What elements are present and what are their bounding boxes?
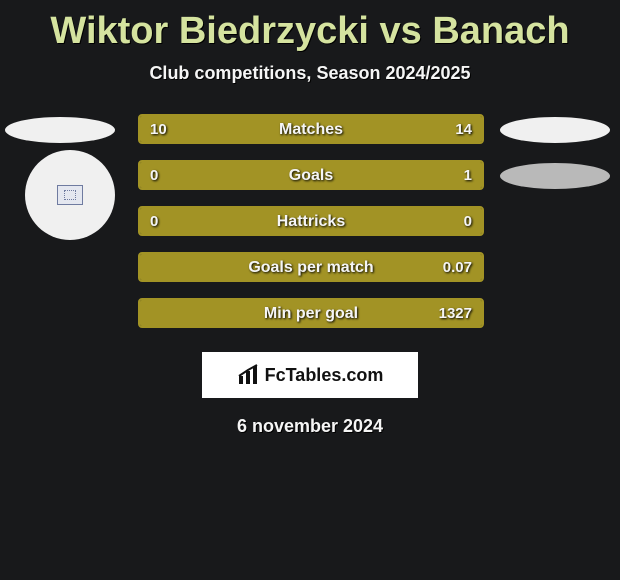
stat-row: 1014Matches [0,114,620,160]
subtitle: Club competitions, Season 2024/2025 [0,63,620,84]
stat-label: Matches [140,116,482,144]
stat-label: Min per goal [140,300,482,328]
stat-bar: 0.07Goals per match [138,252,484,282]
logo-text: FcTables.com [265,365,384,386]
stat-bar: 01Goals [138,160,484,190]
stat-row: 0.07Goals per match [0,252,620,298]
comparison-widget: Wiktor Biedrzycki vs Banach Club competi… [0,0,620,437]
page-title: Wiktor Biedrzycki vs Banach [0,10,620,53]
stat-label: Hattricks [140,208,482,236]
placeholder-icon [57,185,83,205]
stat-row: 00Hattricks [0,206,620,252]
stat-row: 1327Min per goal [0,298,620,344]
bars-icon [237,364,259,386]
stat-bar: 00Hattricks [138,206,484,236]
site-logo[interactable]: FcTables.com [202,352,418,398]
date-text: 6 november 2024 [0,416,620,437]
player-right-marker [500,117,610,143]
stat-label: Goals [140,162,482,190]
stat-row: 01Goals [0,160,620,206]
player-left-marker [5,117,115,143]
stat-rows: 1014Matches 01Goals 00Hattricks 0.07Goals p… [0,114,620,344]
stat-label: Goals per match [140,254,482,282]
stat-bar: 1014Matches [138,114,484,144]
player-right-marker [500,163,610,189]
stat-bar: 1327Min per goal [138,298,484,328]
